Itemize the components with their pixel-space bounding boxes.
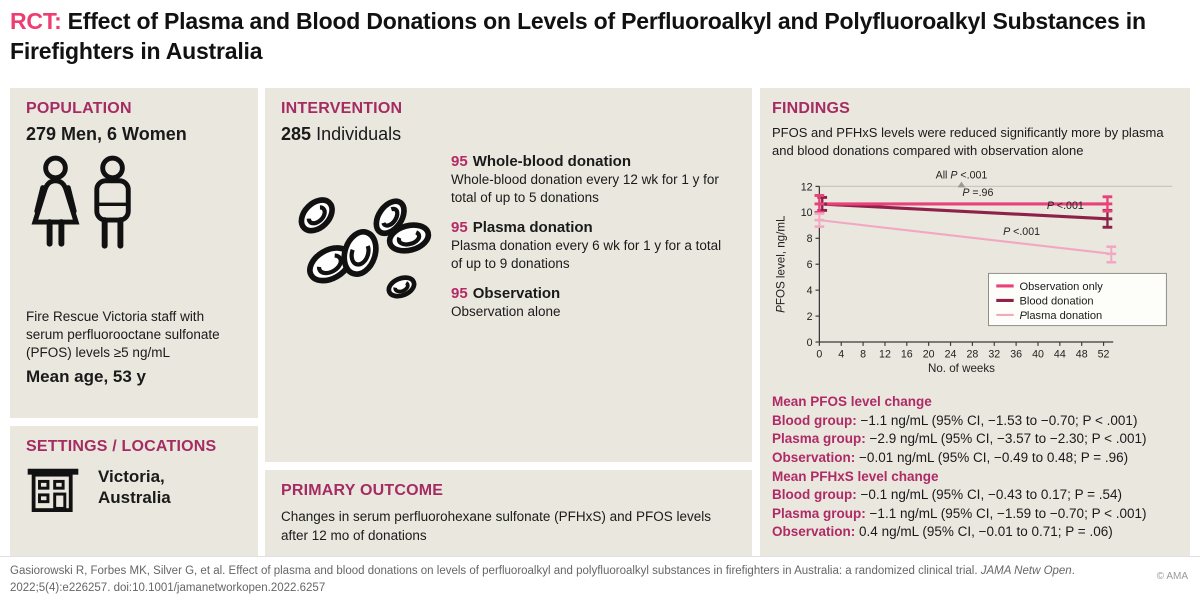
svg-text:52: 52 [1098, 349, 1110, 361]
svg-text:16: 16 [901, 349, 913, 361]
blood-cells-icon [281, 173, 451, 338]
primary-outcome-header: PRIMARY OUTCOME [281, 482, 444, 499]
svg-text:4: 4 [807, 285, 813, 297]
group-whole-blood: 95 Whole-blood donation Whole-blood donat… [451, 153, 719, 205]
stat-heading-pfhxs: Mean PFHxS level change [772, 468, 939, 484]
title-text: Effect of Plasma and Blood Donations on … [10, 8, 1146, 65]
stat-row: Observation: 0.4 ng/mL (95% CI, −0.01 to… [772, 524, 1113, 540]
svg-text:8: 8 [807, 233, 813, 245]
svg-text:24: 24 [945, 349, 957, 361]
building-icon [26, 462, 80, 521]
page-title: RCT: Effect of Plasma and Blood Donations… [10, 6, 1160, 67]
svg-text:No. of weeks: No. of weeks [928, 362, 995, 375]
stat-row: Blood group: −1.1 ng/mL (95% CI, −1.53 t… [772, 412, 1138, 428]
intervention-panel: INTERVENTION 285 Individuals 95 Whole-blo… [265, 88, 752, 462]
svg-text:12: 12 [801, 181, 813, 193]
citation: Gasiorowski R, Forbes MK, Silver G, et a… [10, 565, 1075, 595]
settings-header: SETTINGS / LOCATIONS [26, 438, 217, 455]
findings-panel: FINDINGS PFOS and PFHxS levels were redu… [760, 88, 1190, 556]
svg-text:0: 0 [816, 349, 822, 361]
population-header: POPULATION [26, 100, 132, 117]
findings-header: FINDINGS [772, 100, 851, 117]
findings-summary: PFOS and PFHxS levels were reduced signi… [772, 125, 1164, 158]
stat-row: Plasma group: −2.9 ng/mL (95% CI, −3.57 … [772, 431, 1147, 447]
svg-text:40: 40 [1032, 349, 1044, 361]
pfos-chart-wrap: 0 2 4 6 8 10 12 0 4 8 12 16 20 24 28 32 36 40 44 48 52 No. of… [772, 163, 1178, 383]
population-panel: POPULATION 279 Men, 6 Women Fire Rescue … [10, 88, 258, 418]
svg-text:All P <.001: All P <.001 [936, 170, 988, 182]
svg-text:P <.001: P <.001 [1047, 200, 1084, 212]
svg-text:Blood donation: Blood donation [1019, 295, 1093, 307]
svg-text:4: 4 [838, 349, 844, 361]
stat-heading-pfos: Mean PFOS level change [772, 394, 932, 410]
findings-stats: Mean PFOS level change Blood group: −1.1… [772, 393, 1178, 542]
svg-text:6: 6 [807, 259, 813, 271]
woman-icon [31, 155, 80, 247]
svg-text:0: 0 [807, 337, 813, 349]
svg-text:44: 44 [1054, 349, 1066, 361]
svg-text:12: 12 [879, 349, 891, 361]
people-icons [26, 155, 242, 298]
primary-outcome-panel: PRIMARY OUTCOME Changes in serum perfluo… [265, 470, 752, 556]
settings-location: Victoria, Australia [98, 467, 171, 508]
svg-text:P =.96: P =.96 [962, 187, 993, 199]
svg-text:PFOS level, ng/mL: PFOS level, ng/mL [775, 215, 788, 313]
stat-row: Blood group: −0.1 ng/mL (95% CI, −0.43 t… [772, 487, 1123, 503]
man-icon [94, 155, 131, 249]
population-count: 279 Men, 6 Women [26, 124, 187, 144]
footer: Gasiorowski R, Forbes MK, Silver G, et a… [0, 556, 1200, 600]
population-description: Fire Rescue Victoria staff with serum pe… [26, 309, 220, 361]
svg-text:10: 10 [801, 207, 813, 219]
svg-text:20: 20 [923, 349, 935, 361]
svg-text:2: 2 [807, 311, 813, 323]
svg-text:28: 28 [966, 349, 978, 361]
svg-text:P <.001: P <.001 [1003, 226, 1040, 238]
svg-text:Observation only: Observation only [1019, 281, 1103, 293]
intervention-count: 285 Individuals [281, 124, 402, 144]
group-plasma: 95 Plasma donation Plasma donation every … [451, 219, 722, 271]
svg-text:8: 8 [860, 349, 866, 361]
population-mean-age: Mean age, 53 y [26, 366, 147, 386]
stat-row: Observation: −0.01 ng/mL (95% CI, −0.49 … [772, 449, 1129, 465]
stat-row: Plasma group: −1.1 ng/mL (95% CI, −1.59 … [772, 505, 1147, 521]
settings-panel: SETTINGS / LOCATIONS Victoria, Australia [10, 426, 258, 556]
svg-text:36: 36 [1010, 349, 1022, 361]
svg-text:Plasma donation: Plasma donation [1019, 310, 1102, 322]
copyright: © AMA [1156, 571, 1188, 582]
rct-tag: RCT: [10, 8, 62, 34]
svg-text:48: 48 [1076, 349, 1088, 361]
intervention-header: INTERVENTION [281, 100, 403, 117]
group-observation: 95 Observation Observation alone [451, 285, 561, 320]
svg-text:32: 32 [988, 349, 1000, 361]
primary-outcome-text: Changes in serum perfluorohexane sulfona… [281, 509, 711, 543]
